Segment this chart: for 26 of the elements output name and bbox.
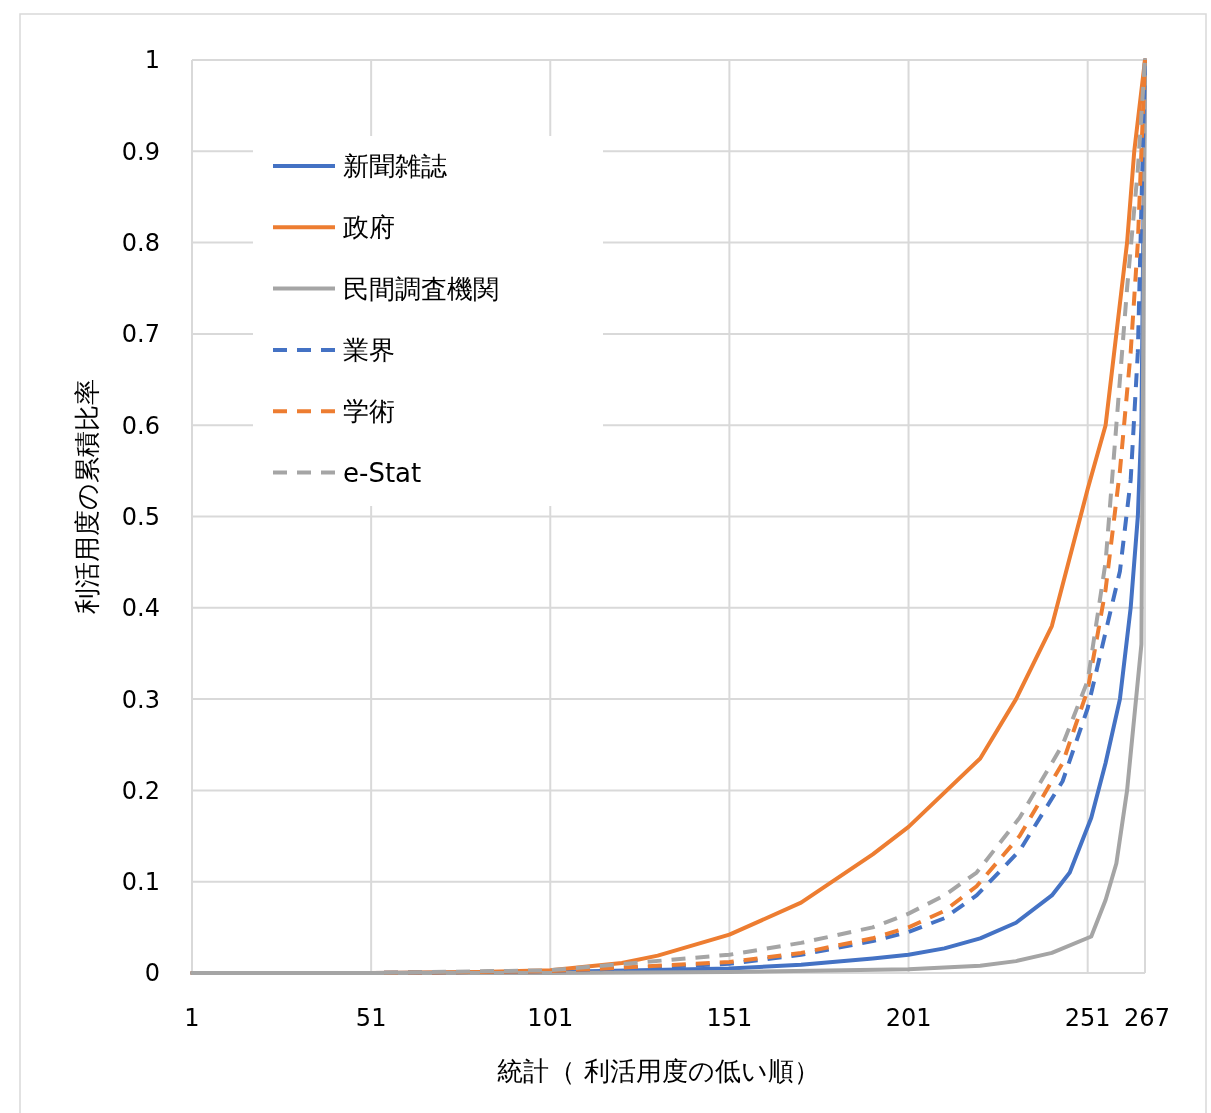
y-tick-label: 0.9 bbox=[121, 137, 160, 166]
legend-label: 学術 bbox=[343, 396, 395, 427]
y-tick-label: 0.7 bbox=[121, 320, 160, 349]
y-tick-label: 1 bbox=[144, 46, 160, 75]
y-tick-label: 0.6 bbox=[121, 411, 160, 440]
y-tick-label: 0.8 bbox=[121, 229, 160, 257]
y-tick-label: 0.3 bbox=[121, 685, 160, 714]
x-tick-label: 1 bbox=[184, 1004, 200, 1032]
y-axis-title: 利活用度の累積比率 bbox=[72, 379, 102, 614]
y-tick-label: 0 bbox=[144, 959, 160, 988]
x-tick-label: 151 bbox=[706, 1004, 753, 1032]
y-tick-label: 0.5 bbox=[121, 502, 160, 531]
y-tick-label: 0.1 bbox=[121, 868, 160, 897]
x-tick-label: 101 bbox=[527, 1004, 574, 1032]
legend-label: 政府 bbox=[343, 212, 395, 243]
x-tick-label: 201 bbox=[885, 1004, 932, 1032]
y-tick-label: 0.2 bbox=[121, 776, 160, 805]
legend-label: e-Stat bbox=[343, 457, 422, 488]
x-tick-label: 51 bbox=[355, 1004, 387, 1032]
x-tick-label: 267 bbox=[1124, 1004, 1170, 1032]
legend-label: 業界 bbox=[343, 335, 395, 365]
legend-label: 新聞雑誌 bbox=[343, 151, 447, 182]
legend-label: 民間調査機関 bbox=[343, 273, 499, 304]
x-tick-label: 251 bbox=[1064, 1004, 1111, 1032]
y-tick-label: 0.4 bbox=[121, 594, 160, 623]
x-axis-title: 統計（ 利活用度の低い順） bbox=[497, 1056, 820, 1086]
